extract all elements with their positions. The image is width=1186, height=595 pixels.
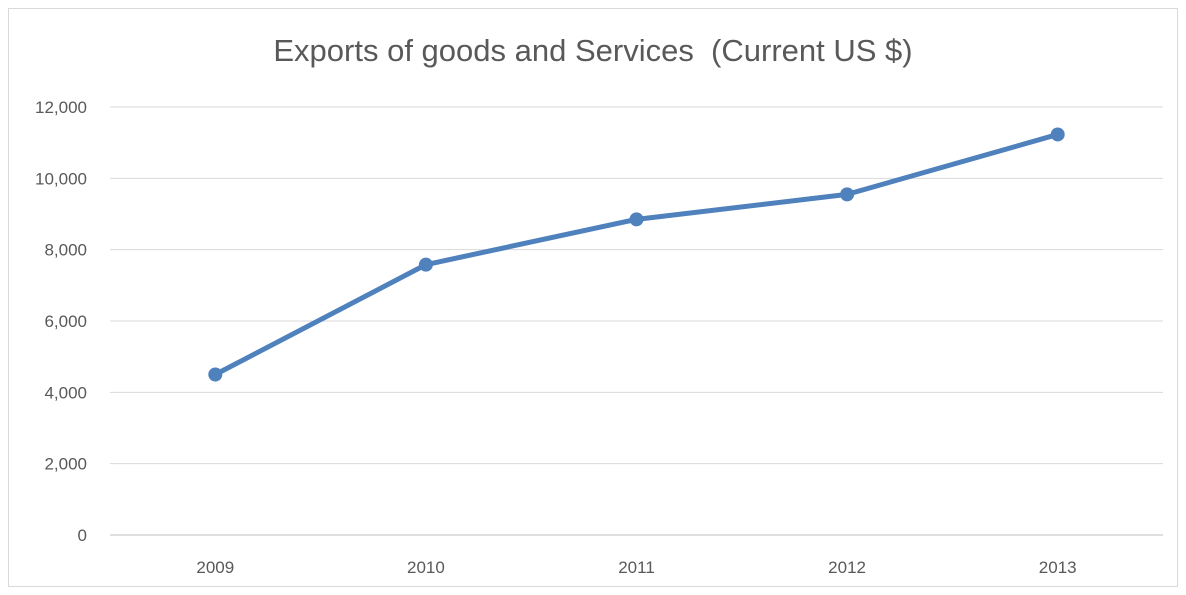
x-tick-label: 2011 <box>618 558 655 577</box>
x-tick-label: 2010 <box>407 558 445 577</box>
gridlines <box>110 106 1163 536</box>
y-tick-label: 4,000 <box>44 383 87 402</box>
series-layer <box>208 127 1065 382</box>
series-line <box>212 131 1061 377</box>
data-point <box>208 367 223 382</box>
y-tick-label: 10,000 <box>35 169 87 188</box>
x-tick-label: 2009 <box>196 558 234 577</box>
y-tick-label: 2,000 <box>44 455 87 474</box>
y-tick-label: 12,000 <box>35 98 87 117</box>
chart-frame <box>8 8 1178 587</box>
y-axis-tick-labels: 0 2,000 4,000 6,000 8,000 10,000 12,000 <box>35 98 87 545</box>
data-point <box>418 257 433 272</box>
x-tick-label: 2013 <box>1039 558 1077 577</box>
chart-title: Exports of goods and Services (Current U… <box>273 33 913 68</box>
data-point <box>629 212 644 227</box>
data-point <box>1050 127 1065 142</box>
y-tick-label: 6,000 <box>44 312 87 331</box>
x-axis-tick-labels: 2009 2010 2011 2012 2013 <box>196 558 1076 577</box>
x-tick-label: 2012 <box>828 558 866 577</box>
y-tick-label: 0 <box>78 526 87 545</box>
data-point <box>840 187 855 202</box>
y-tick-label: 8,000 <box>44 241 87 260</box>
